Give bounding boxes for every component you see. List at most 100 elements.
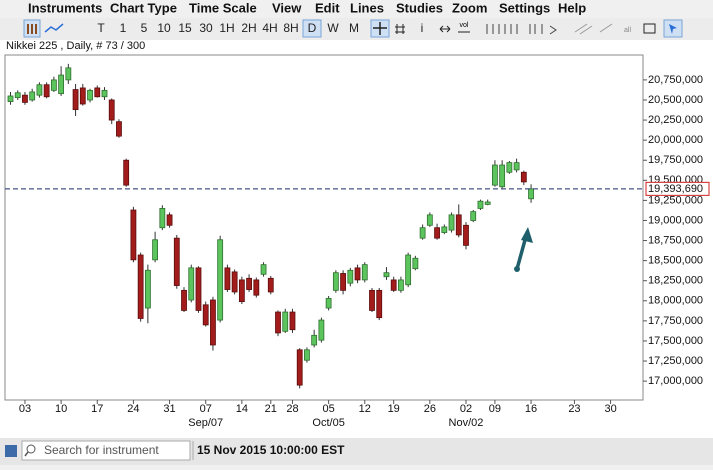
candle-body — [398, 279, 404, 291]
timeframe-button[interactable]: 8H — [283, 21, 298, 35]
x-tick-label: 03 — [19, 403, 31, 415]
menu-item[interactable]: View — [272, 0, 302, 15]
candle-body — [14, 92, 21, 98]
candle-body — [202, 304, 209, 326]
timeframe-button[interactable]: 4H — [262, 21, 277, 35]
candle-body — [22, 94, 28, 103]
menu-item[interactable]: Edit — [315, 0, 340, 15]
candle-body — [246, 277, 252, 290]
candle-body — [195, 267, 202, 311]
search-placeholder[interactable]: Search for instrument — [44, 443, 159, 457]
candle-body — [43, 84, 50, 98]
menu-item[interactable]: Time Scale — [189, 0, 257, 15]
timeframe-button[interactable]: M — [349, 21, 359, 35]
candle-body — [390, 279, 397, 291]
candle-body — [144, 269, 151, 309]
timeframe-button[interactable]: 15 — [178, 21, 192, 35]
candle-body — [484, 201, 491, 205]
grid-icon[interactable] — [395, 24, 405, 34]
timeframe-button[interactable]: W — [327, 21, 339, 35]
candle-body — [188, 267, 195, 301]
menu-item[interactable]: Settings — [499, 0, 550, 15]
vol-icon[interactable]: vol — [460, 22, 469, 29]
candle-body — [318, 319, 325, 341]
month-label: Nov/02 — [449, 417, 484, 429]
info-icon[interactable]: i — [421, 21, 424, 35]
del-all-icon[interactable]: all — [624, 27, 631, 34]
candle-body — [528, 188, 534, 200]
candle-body — [116, 121, 122, 137]
y-tick-label: 20,000,000 — [648, 134, 703, 146]
chart-title: Nikkei 225 , Daily, # 73 / 300 — [6, 40, 145, 52]
candle-body — [441, 226, 448, 233]
candle-body — [79, 87, 86, 105]
search-icon — [26, 444, 36, 454]
menu-item[interactable]: Help — [558, 0, 586, 15]
y-tick-label: 17,500,000 — [648, 335, 703, 347]
candle-body — [506, 162, 513, 173]
candle-body — [130, 209, 137, 261]
menu: Instruments Chart Type Time Scale View Edit L… — [28, 0, 586, 15]
x-tick-label: 02 — [460, 403, 472, 415]
y-tick-label: 17,000,000 — [648, 375, 703, 387]
arrow-tail — [514, 266, 520, 272]
timeframe-button[interactable]: 2H — [241, 21, 256, 35]
candle-body — [369, 289, 375, 311]
menu-item[interactable]: Chart Type — [110, 0, 177, 15]
menu-item[interactable]: Lines — [350, 0, 384, 15]
chart: 17,000,000 17,250,000 17,500,000 17,750,000… — [5, 63, 710, 429]
study-icons[interactable] — [486, 24, 557, 35]
timeframe-buttons: T 1 5 10 15 30 1H 2H 4H 8H D W M — [97, 19, 359, 38]
timeframe-button[interactable]: T — [97, 21, 105, 35]
candle-body — [275, 311, 281, 334]
y-tick-label: 20,500,000 — [648, 94, 703, 106]
candle-body — [29, 91, 36, 101]
x-tick-label: 26 — [424, 403, 436, 415]
search-box[interactable] — [21, 440, 191, 461]
timeframe-button[interactable]: 5 — [141, 21, 148, 35]
candle-body — [354, 267, 361, 281]
candle-body — [173, 237, 180, 286]
candle-body — [513, 162, 520, 171]
candle-body — [58, 74, 65, 94]
candle-body — [253, 279, 260, 296]
x-tick-label: 21 — [265, 403, 277, 415]
x-tick-label: 09 — [489, 403, 501, 415]
candle-body — [325, 297, 332, 309]
timeframe-button[interactable]: 30 — [199, 21, 213, 35]
print-icon[interactable] — [643, 23, 656, 34]
timeframe-button[interactable]: D — [308, 21, 317, 35]
candle-body — [492, 164, 498, 186]
menu-item[interactable]: Instruments — [28, 0, 102, 15]
x-tick-label: 16 — [525, 403, 537, 415]
candle-body — [304, 349, 310, 361]
timeframe-button[interactable]: 1 — [120, 21, 127, 35]
x-tick-label: 10 — [55, 403, 67, 415]
candle-body — [289, 311, 296, 331]
timeframe-button[interactable]: 10 — [157, 21, 171, 35]
candle-body — [376, 289, 383, 319]
y-tick-label: 18,500,000 — [648, 255, 703, 267]
candle-body — [101, 89, 108, 98]
month-label: Sep/07 — [188, 417, 223, 429]
menu-item[interactable]: Studies — [396, 0, 443, 15]
x-tick-label: 14 — [236, 403, 248, 415]
status-icon — [5, 445, 17, 457]
candle-body — [238, 279, 245, 303]
y-tick-label: 20,250,000 — [648, 114, 703, 126]
candle-body — [455, 214, 462, 236]
line-tools[interactable] — [574, 23, 613, 35]
timeframe-button[interactable]: 1H — [219, 21, 234, 35]
candle-body — [434, 227, 440, 239]
x-tick-label: 05 — [322, 403, 334, 415]
candle-body — [332, 272, 339, 291]
last-price-label: 19,393,690 — [648, 183, 703, 195]
y-tick-label: 19,000,000 — [648, 214, 703, 226]
toolbar-selected[interactable] — [302, 19, 322, 38]
line-icon[interactable] — [44, 23, 64, 33]
menu-item[interactable]: Zoom — [452, 0, 487, 15]
zoom-icon[interactable] — [439, 25, 451, 33]
last-price-box — [645, 181, 710, 196]
candle-body — [159, 208, 166, 229]
